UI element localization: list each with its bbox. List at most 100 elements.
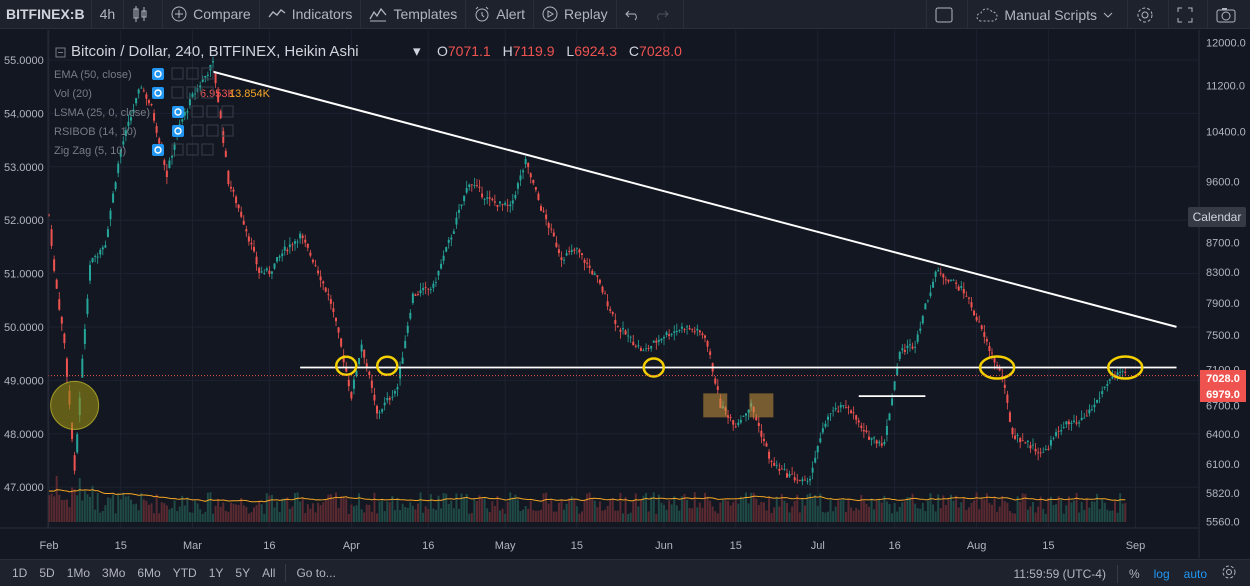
volume-bar [411,505,414,522]
indicator-action-icon[interactable] [201,67,214,80]
candle-body [524,159,527,165]
settings-button[interactable] [1127,0,1168,29]
candle-body [944,279,947,281]
log-toggle[interactable]: log [1153,566,1170,581]
indicator-label[interactable]: Vol (20) [54,88,92,100]
indicator-action-icon[interactable] [186,86,199,99]
chart-type-button[interactable] [124,0,164,29]
indicator-label[interactable]: RSIBOB (14, 10) [54,126,137,138]
time-axis[interactable]: Feb 15 Mar 16 Apr 16 May 15 Jun 15 Jul 16 Aug 15 Sep [40,540,1146,552]
interval-button[interactable]: 4h [92,0,125,29]
left-price-axis[interactable]: 55.0000 54.0000 53.0000 52.0000 51.0000 50.00… [4,55,44,494]
trendline-drawing[interactable] [212,70,1177,328]
indicator-action-icon[interactable] [171,86,184,99]
indicators-button[interactable]: Indicators [260,0,362,29]
indicators-label: Indicators [291,6,353,22]
manual-scripts-button[interactable]: Manual Scripts [967,0,1127,29]
range-button-1y[interactable]: 1Y [208,566,224,580]
highlight-box-drawing[interactable] [749,393,774,418]
candle-body [342,355,345,363]
range-button-5y[interactable]: 5Y [235,566,251,580]
circle-marker-drawing[interactable] [376,355,399,377]
volume-bar [862,500,865,522]
calendar-button[interactable]: Calendar [1188,207,1246,227]
indicator-action-icon[interactable] [191,124,204,137]
symbol-search[interactable]: BITFINEX:B [0,0,92,29]
indicator-action-icon[interactable] [171,67,184,80]
indicator-action-icon[interactable] [221,105,234,118]
auto-toggle[interactable]: auto [1183,566,1207,581]
volume-bar [86,494,89,522]
volume-bar [555,511,558,522]
ellipse-marker-drawing[interactable] [978,355,1016,380]
legend-dropdown-arrow[interactable]: ▾ [413,43,421,60]
expand-button[interactable] [1168,0,1207,29]
volume-bar [1029,506,1032,522]
candle-body [470,184,473,186]
goto-button[interactable]: Go to... [296,566,336,580]
candle-body [739,419,742,423]
price-chart[interactable]: 55.0000 54.0000 53.0000 52.0000 51.0000 50.00… [0,30,1250,558]
indicator-action-icon[interactable] [206,105,219,118]
replay-button[interactable]: Replay [534,0,617,29]
range-button-all[interactable]: All [262,566,276,580]
candle-body [855,415,858,420]
volume-bar [450,500,453,522]
range-button-6mo[interactable]: 6Mo [137,566,161,580]
candle-body [714,378,717,384]
candle-body [883,442,886,445]
visibility-toggle-icon[interactable] [172,125,184,137]
candle-body [619,329,622,332]
circle-marker-drawing[interactable] [335,355,358,377]
collapse-legend-icon[interactable] [55,47,66,58]
volume-bar [319,505,322,522]
fullscreen-toggle[interactable] [926,0,967,29]
candle-body [860,425,863,428]
range-button-3mo[interactable]: 3Mo [102,566,126,580]
snapshot-button[interactable] [1207,0,1250,29]
indicator-action-icon[interactable] [201,143,214,156]
time-axis-tick: Sep [1126,540,1146,552]
indicator-action-icon[interactable] [186,143,199,156]
visibility-toggle-icon[interactable] [172,106,184,118]
indicator-label[interactable]: LSMA (25, 0, close) [54,107,150,119]
alert-button[interactable]: Alert [466,0,535,29]
volume-bar [1103,502,1106,522]
highlight-box-drawing[interactable] [703,393,728,418]
candle-body [76,434,79,453]
settings-button[interactable] [1214,564,1244,583]
range-button-ytd[interactable]: YTD [172,566,197,580]
drawing-layer[interactable] [48,70,1199,430]
volume-bar [737,503,740,522]
volume-bar [796,494,799,522]
compare-button[interactable]: Compare [163,0,260,29]
visibility-toggle-icon[interactable] [152,144,164,156]
volume-bar [1114,501,1116,522]
volume-bar [419,492,422,522]
indicator-action-icon[interactable] [171,143,184,156]
indicator-action-icon[interactable] [206,124,219,137]
candle-body [1029,445,1032,449]
range-button-1mo[interactable]: 1Mo [66,566,91,580]
ellipse-marker-drawing[interactable] [1107,355,1144,380]
indicator-action-icon[interactable] [201,86,214,99]
circle-marker-drawing[interactable] [642,357,665,378]
time-axis-tick: 16 [889,540,901,552]
range-button-1d[interactable]: 1D [12,566,28,580]
indicator-label[interactable]: EMA (50, close) [54,69,132,81]
volume-bar [755,498,758,522]
redo-icon[interactable] [653,7,669,21]
undo-button[interactable] [617,0,684,29]
range-button-5d[interactable]: 5D [39,566,55,580]
indicator-action-icon[interactable] [186,67,199,80]
indicator-action-icon[interactable] [221,124,234,137]
big-circle-drawing[interactable] [50,380,100,430]
templates-button[interactable]: Templates [361,0,467,29]
candle-body [355,370,358,377]
visibility-toggle-icon[interactable] [152,87,164,99]
indicators-icon [268,9,286,18]
visibility-toggle-icon[interactable] [152,68,164,80]
indicator-label[interactable]: Zig Zag (5, 10) [54,145,126,157]
percent-toggle[interactable]: % [1128,566,1140,581]
indicator-action-icon[interactable] [191,105,204,118]
